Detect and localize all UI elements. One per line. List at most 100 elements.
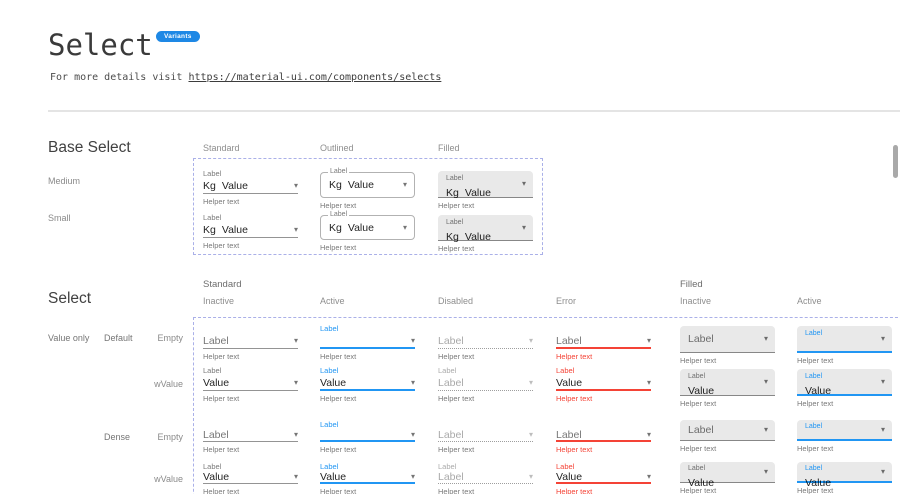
helper-text: Helper text xyxy=(680,444,717,453)
select-filled-inactive-empty[interactable]: Label ▾ Helper text xyxy=(680,326,775,365)
select-label: Label xyxy=(203,366,222,375)
helper-text: Helper text xyxy=(320,394,357,403)
state-header-inactive: Inactive xyxy=(203,296,235,306)
base-select-standard-small[interactable]: Label Kg Value ▾ Helper text xyxy=(203,213,298,250)
helper-text: Helper text xyxy=(203,197,240,206)
dropdown-arrow-icon: ▾ xyxy=(528,378,533,387)
column-header-standard: Standard xyxy=(203,143,240,153)
select-standard-inactive-empty-dense[interactable]: Label ▾ Helper text xyxy=(203,420,298,454)
state-header-filled-active: Active xyxy=(797,296,822,306)
select-value: Value xyxy=(556,376,583,389)
helper-text: Helper text xyxy=(203,445,240,454)
flabel-spacer xyxy=(438,420,533,429)
variant-header-wvalue-dense: wValue xyxy=(154,474,183,484)
page-title: Select xyxy=(48,28,153,62)
select-label: Label xyxy=(688,373,706,380)
variant-header-empty: Empty xyxy=(157,333,183,343)
dropdown-arrow-icon: ▾ xyxy=(402,180,407,189)
select-value: Label xyxy=(438,335,464,347)
dropdown-arrow-icon: ▾ xyxy=(646,335,651,345)
helper-text: Helper text xyxy=(438,487,475,494)
helper-text: Helper text xyxy=(320,352,357,361)
state-header-active: Active xyxy=(320,296,345,306)
helper-text: Helper text xyxy=(556,487,593,494)
docs-link[interactable]: https://material-ui.com/components/selec… xyxy=(188,72,442,83)
select-filled-inactive-wvalue[interactable]: Label Value ▾ Helper text xyxy=(680,369,775,408)
select-standard-active-wvalue-dense[interactable]: Label Value ▾ Helper text xyxy=(320,462,415,494)
select-standard-error-wvalue[interactable]: Label Value ▾ Helper text xyxy=(556,366,651,403)
dropdown-arrow-icon: ▾ xyxy=(293,181,298,190)
helper-text: Helper text xyxy=(438,201,475,210)
select-standard-active-empty-dense[interactable]: Label ▾ Helper text xyxy=(320,420,415,454)
helper-text: Helper text xyxy=(797,486,834,494)
state-header-disabled: Disabled xyxy=(438,296,474,306)
select-standard-disabled-wvalue-dense[interactable]: Label Label ▾ Helper text xyxy=(438,462,533,494)
base-select-filled-medium[interactable]: Label Kg Value ▾ Helper text xyxy=(438,171,533,210)
select-adornment: Kg xyxy=(203,224,216,236)
select-label: Label xyxy=(320,420,339,429)
dropdown-arrow-icon: ▾ xyxy=(646,377,651,387)
select-label: Label xyxy=(446,219,464,226)
base-select-outlined-medium[interactable]: Label Kg Value ▾ Helper text xyxy=(320,168,415,210)
select-standard-inactive-wvalue[interactable]: Label Value ▾ Helper text xyxy=(203,366,298,403)
dropdown-arrow-icon: ▾ xyxy=(880,466,885,476)
select-standard-disabled-wvalue[interactable]: Label Label ▾ Helper text xyxy=(438,366,533,403)
group-header-standard: Standard xyxy=(203,279,242,290)
dropdown-arrow-icon: ▾ xyxy=(880,333,885,343)
dropdown-arrow-icon: ▾ xyxy=(763,467,768,476)
select-value: Value xyxy=(347,179,374,191)
base-select-outlined-small[interactable]: Label Kg Value ▾ Helper text xyxy=(320,211,415,252)
select-standard-error-empty-dense[interactable]: Label ▾ Helper text xyxy=(556,420,651,454)
select-label: Label xyxy=(688,465,706,472)
select-filled-active-empty-dense[interactable]: Label ▾ Helper text xyxy=(797,420,892,453)
select-standard-active-empty[interactable]: Label ▾ Helper text xyxy=(320,324,415,361)
select-label: Label xyxy=(438,366,457,375)
select-adornment: Kg xyxy=(329,179,342,191)
select-standard-error-empty[interactable]: Label ▾ Helper text xyxy=(556,324,651,361)
helper-text: Helper text xyxy=(203,487,240,494)
select-filled-inactive-empty-dense[interactable]: Label ▾ Helper text xyxy=(680,420,775,453)
dropdown-arrow-icon: ▾ xyxy=(293,225,298,234)
column-header-outlined: Outlined xyxy=(320,143,354,153)
select-label: Label xyxy=(320,462,339,471)
select-standard-inactive-wvalue-dense[interactable]: Label Value ▾ Helper text xyxy=(203,462,298,494)
dropdown-arrow-icon: ▾ xyxy=(646,429,651,439)
base-select-outline-box xyxy=(193,158,543,255)
vertical-scrollbar-thumb[interactable] xyxy=(893,145,898,178)
helper-text: Helper text xyxy=(320,445,357,454)
select-filled-inactive-wvalue-dense[interactable]: Label Value ▾ Helper text xyxy=(680,462,775,494)
dropdown-arrow-icon: ▾ xyxy=(293,430,298,439)
select-standard-inactive-empty[interactable]: Label ▾ Helper text xyxy=(203,324,298,361)
select-adornment: Kg xyxy=(203,180,216,192)
state-header-error: Error xyxy=(556,296,576,306)
select-filled-active-wvalue[interactable]: Label Value ▾ Helper text xyxy=(797,369,892,408)
flabel-spacer xyxy=(203,324,298,334)
base-select-filled-small[interactable]: Label Kg Value ▾ Helper text xyxy=(438,215,533,253)
select-adornment: Kg xyxy=(446,187,459,199)
select-label: Label xyxy=(328,211,350,219)
select-value: Label xyxy=(688,333,714,345)
helper-text: Helper text xyxy=(556,394,593,403)
dropdown-arrow-icon: ▾ xyxy=(410,377,415,387)
intro-prefix: For more details visit xyxy=(50,72,189,83)
select-value: Label xyxy=(556,428,582,441)
select-label: Label xyxy=(320,324,339,333)
select-standard-disabled-empty[interactable]: Label ▾ Helper text xyxy=(438,324,533,361)
dropdown-arrow-icon: ▾ xyxy=(763,334,768,343)
select-value: Label xyxy=(688,424,714,436)
dropdown-arrow-icon: ▾ xyxy=(880,376,885,386)
select-value: Value xyxy=(320,376,347,389)
helper-text: Helper text xyxy=(556,445,593,454)
select-label: Label xyxy=(320,366,339,375)
select-standard-active-wvalue[interactable]: Label Value ▾ Helper text xyxy=(320,366,415,403)
state-header-filled-inactive: Inactive xyxy=(680,296,712,306)
select-filled-active-wvalue-dense[interactable]: Label Value ▾ Helper text xyxy=(797,462,892,494)
select-standard-disabled-empty-dense[interactable]: Label ▾ Helper text xyxy=(438,420,533,454)
group-header-filled: Filled xyxy=(680,279,703,290)
select-value: Value xyxy=(464,187,491,199)
select-standard-error-wvalue-dense[interactable]: Label Value ▾ Helper text xyxy=(556,462,651,494)
dropdown-arrow-icon: ▾ xyxy=(528,430,533,439)
helper-text: Helper text xyxy=(680,356,717,365)
base-select-standard-medium[interactable]: Label Kg Value ▾ Helper text xyxy=(203,169,298,206)
select-filled-active-empty[interactable]: Label ▾ Helper text xyxy=(797,326,892,365)
